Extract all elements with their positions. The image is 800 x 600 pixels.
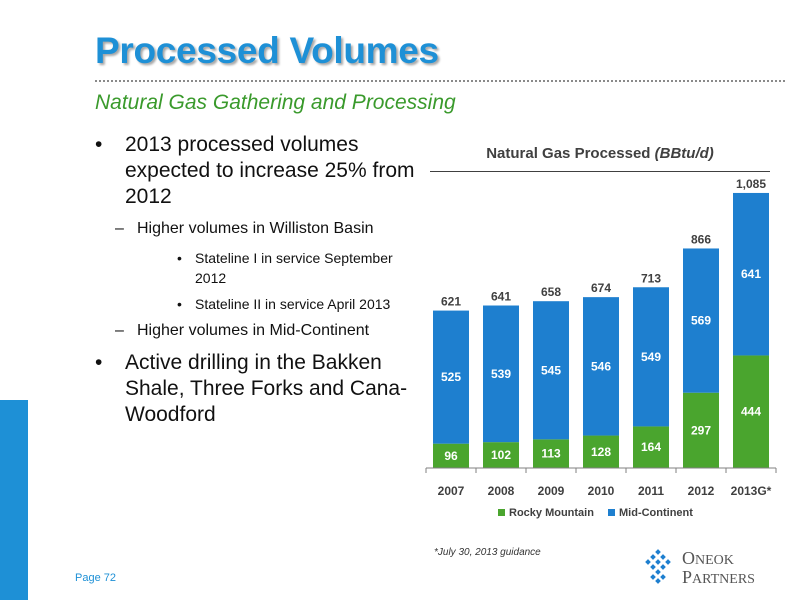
total-label: 674 [591,281,611,295]
sub-sub-bullet-item: • Stateline I in service September 2012 [95,248,415,288]
title-divider [95,80,785,82]
bar-mid-continent [633,287,669,427]
logo-wordmark: ONEOK PARTNERS [682,548,755,587]
dash-icon: – [115,220,124,237]
bullet-dot-icon: • [177,250,182,266]
stacked-bar-chart: 96 525 621 2007 102 539 641 2008 113 545 658 2009 12… [425,177,777,519]
footnote: *July 30, 2013 guidance [434,547,541,558]
data-label-rocky-mountain: 164 [641,440,661,454]
bar-mid-continent [683,248,719,393]
left-accent-bar [0,400,28,600]
bar-mid-continent [433,310,469,444]
bar-rocky-mountain [533,439,569,468]
data-label-rocky-mountain: 113 [541,447,561,461]
x-tick-label: 2013G* [731,484,772,498]
bar-rocky-mountain [683,392,719,468]
x-tick-label: 2010 [588,484,615,498]
sub-bullet-text: Higher volumes in Mid-Continent [137,322,370,339]
sub-bullet-item: – Higher volumes in Williston Basin [95,218,415,240]
bar-rocky-mountain [433,443,469,468]
bullet-dot-icon: • [95,351,103,374]
total-label: 866 [691,232,711,246]
sub-sub-bullet-item: • Stateline II in service April 2013 [95,294,415,314]
data-label-mid-continent: 539 [491,367,511,381]
data-label-rocky-mountain: 96 [444,449,458,463]
page-number: Page 72 [75,572,116,584]
legend-label-rocky-mountain: Rocky Mountain [509,507,594,519]
bullet-list: • 2013 processed volumes expected to incr… [95,132,415,436]
total-label: 658 [541,285,561,299]
data-label-mid-continent: 546 [591,359,611,373]
data-label-rocky-mountain: 102 [491,448,511,462]
bar-rocky-mountain [733,355,769,468]
slide-title: Processed Volumes [95,30,439,71]
x-tick-label: 2008 [488,484,515,498]
bullet-dot-icon: • [177,296,182,312]
total-label: 1,085 [736,177,766,191]
company-logo: ONEOK PARTNERS [640,548,790,588]
x-tick-label: 2011 [638,484,664,498]
total-label: 713 [641,271,661,285]
sub-sub-bullet-text: Stateline II in service April 2013 [195,296,391,312]
bar-mid-continent [583,297,619,436]
bar-mid-continent [733,192,769,356]
data-label-mid-continent: 545 [541,363,561,377]
chart-title: Natural Gas Processed (BBtu/d) [430,145,770,162]
sub-bullet-text: Higher volumes in Williston Basin [137,220,374,237]
legend-swatch-rocky-mountain [498,509,505,516]
data-label-mid-continent: 569 [691,314,711,328]
sub-sub-bullet-text: Stateline I in service September 2012 [195,250,393,286]
bullet-dot-icon: • [95,133,103,156]
total-label: 621 [441,295,461,309]
slide-subtitle: Natural Gas Gathering and Processing [95,91,456,114]
chart-title-unit: (BBtu/d) [654,145,714,162]
data-label-rocky-mountain: 297 [691,423,711,437]
oneok-diamond-logo-icon [645,549,671,584]
x-tick-label: 2009 [538,484,565,498]
dash-icon: – [115,322,124,339]
bullet-text: Active drilling in the Bakken Shale, Thr… [125,351,408,426]
legend-label-mid-continent: Mid-Continent [619,507,693,519]
bar-mid-continent [533,301,569,440]
bar-rocky-mountain [633,426,669,468]
sub-bullet-item: – Higher volumes in Mid-Continent [95,320,415,342]
data-label-mid-continent: 549 [641,350,661,364]
data-label-rocky-mountain: 444 [741,405,761,419]
bar-mid-continent [483,305,519,443]
bullet-item: • 2013 processed volumes expected to incr… [95,132,415,210]
total-label: 641 [491,290,511,304]
data-label-rocky-mountain: 128 [591,445,611,459]
legend-swatch-mid-continent [608,509,615,516]
x-tick-label: 2012 [688,484,715,498]
bar-rocky-mountain [583,435,619,468]
data-label-mid-continent: 525 [441,370,461,384]
chart-title-text: Natural Gas Processed [486,145,651,162]
bullet-item: • Active drilling in the Bakken Shale, Th… [95,350,415,428]
bar-rocky-mountain [483,442,519,468]
data-label-mid-continent: 641 [741,267,761,281]
x-tick-label: 2007 [438,484,465,498]
bullet-text: 2013 processed volumes expected to incre… [125,133,415,208]
chart-title-rule [430,171,770,172]
